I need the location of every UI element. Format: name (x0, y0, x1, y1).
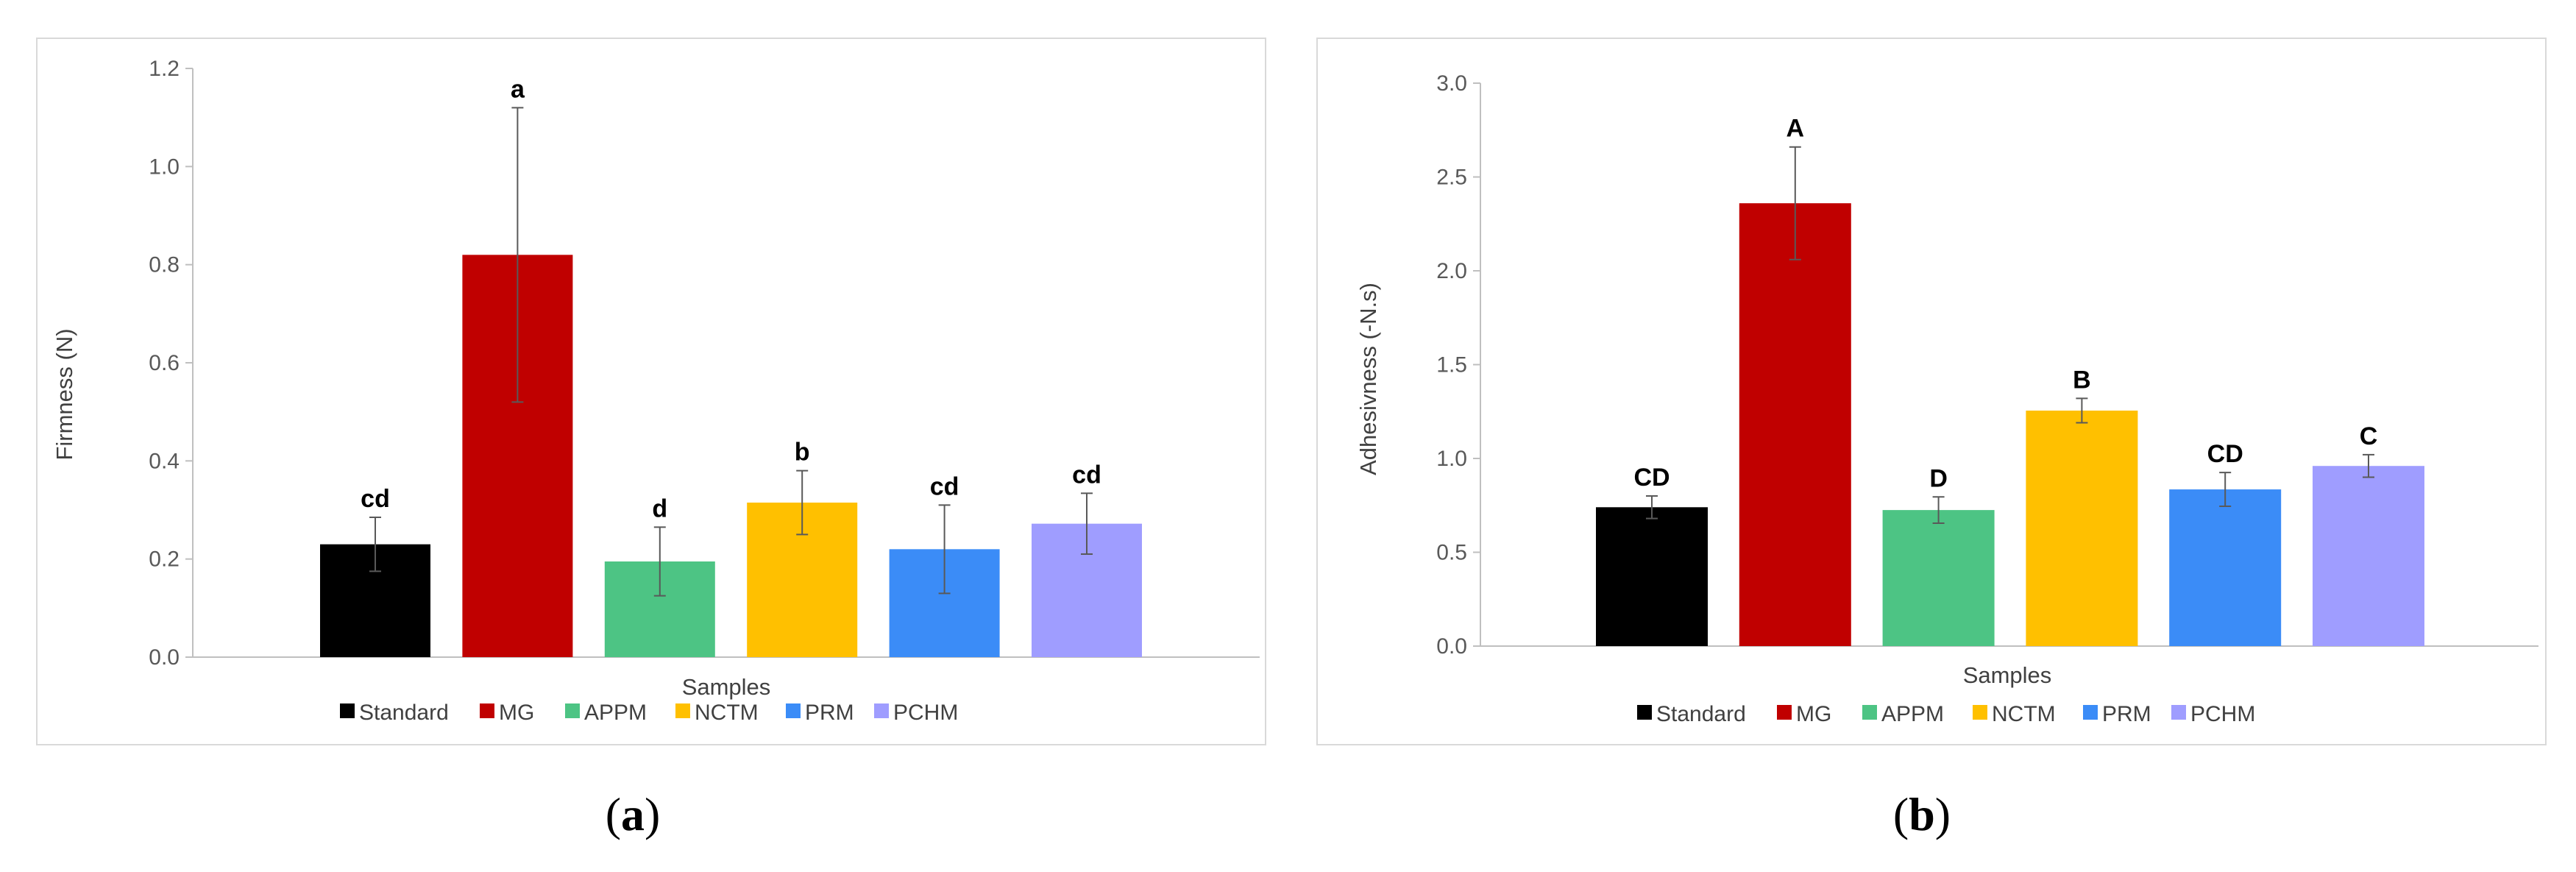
significance-label: CD (2207, 440, 2243, 468)
significance-label: b (795, 439, 810, 467)
significance-label: a (511, 75, 525, 103)
legend-label: MG (499, 701, 534, 725)
legend-swatch (480, 703, 494, 718)
legend-label: PRM (805, 701, 854, 725)
significance-label: cd (1072, 461, 1101, 489)
significance-label: cd (361, 485, 390, 513)
panel-letter-a: a (621, 788, 645, 840)
legend-label: NCTM (1992, 702, 2056, 726)
legend-swatch (1862, 705, 1877, 720)
y-tick-label: 1.2 (149, 57, 180, 81)
bar-appm (1882, 510, 1995, 646)
legend-swatch (1637, 705, 1652, 720)
x-axis-title-a: Samples (682, 674, 771, 700)
legend-swatch (2083, 705, 2098, 720)
bar-standard (1596, 507, 1708, 646)
plot-area-b: 0.0 0.5 1.0 1.5 2.0 2.5 3.0 CD A D B CD C (1436, 71, 2538, 659)
y-tick-label: 3.0 (1436, 71, 1467, 96)
legend-label: PRM (2102, 702, 2151, 726)
significance-label: B (2073, 366, 2091, 394)
y-tick-label: 2.5 (1436, 166, 1467, 190)
significance-label: cd (930, 472, 959, 500)
bar-prm (2169, 489, 2282, 646)
significance-label: CD (1633, 464, 1670, 492)
legend-label: Standard (1656, 702, 1746, 726)
legend-label: PCHM (2190, 702, 2255, 726)
legend-b: Standard MG APPM NCTM PRM PCHM (1637, 702, 2255, 726)
significance-label: C (2360, 422, 2378, 450)
y-tick-label: 0.0 (1436, 634, 1467, 659)
bar-pchm (2313, 466, 2424, 646)
y-tick-label: 0.4 (149, 449, 180, 473)
y-axis-title-b: Adhesivness (-N.s) (1355, 283, 1381, 475)
y-tick-label: 0.5 (1436, 541, 1467, 565)
legend-swatch (786, 703, 801, 718)
y-tick-label: 2.0 (1436, 259, 1467, 283)
legend-swatch (675, 703, 690, 718)
legend-label: APPM (1881, 702, 1944, 726)
y-tick-label: 0.0 (149, 645, 180, 670)
chart-panel-b: 0.0 0.5 1.0 1.5 2.0 2.5 3.0 CD A D B CD C Adhesivnes… (1316, 38, 2547, 840)
legend-swatch (874, 703, 889, 718)
legend-label: APPM (584, 701, 647, 725)
panel-caption-a: (a) (606, 788, 661, 840)
y-tick-label: 1.0 (1436, 447, 1467, 471)
significance-label: d (652, 495, 667, 522)
chart-panel-a: 0.0 0.2 0.4 0.6 0.8 1.0 1.2 cd a d b cd cd Firmness … (36, 38, 1266, 840)
x-axis-title-b: Samples (1963, 662, 2052, 688)
legend-swatch (1777, 705, 1792, 720)
panel-letter-b: b (1909, 788, 1935, 840)
y-tick-label: 0.2 (149, 547, 180, 572)
y-axis-title-a: Firmness (N) (52, 328, 77, 460)
y-tick-label: 0.6 (149, 351, 180, 375)
y-tick-label: 0.8 (149, 253, 180, 277)
bar-mg (1739, 203, 1851, 646)
legend-label: MG (1796, 702, 1831, 726)
legend-label: Standard (359, 701, 449, 725)
legend-swatch (1973, 705, 1987, 720)
bar-nctm (2026, 410, 2138, 646)
y-tick-label: 1.0 (149, 155, 180, 179)
panel-caption-b: (b) (1893, 788, 1951, 840)
legend-swatch (2171, 705, 2186, 720)
significance-label: A (1786, 115, 1805, 143)
legend-label: PCHM (893, 701, 958, 725)
y-tick-label: 1.5 (1436, 353, 1467, 377)
legend-swatch (340, 703, 355, 718)
legend-label: NCTM (695, 701, 759, 725)
plot-area-a: 0.0 0.2 0.4 0.6 0.8 1.0 1.2 cd a d b cd cd (149, 57, 1260, 670)
significance-label: D (1929, 464, 1948, 492)
legend-swatch (565, 703, 580, 718)
legend-a: Standard MG APPM NCTM PRM PCHM (340, 701, 958, 725)
